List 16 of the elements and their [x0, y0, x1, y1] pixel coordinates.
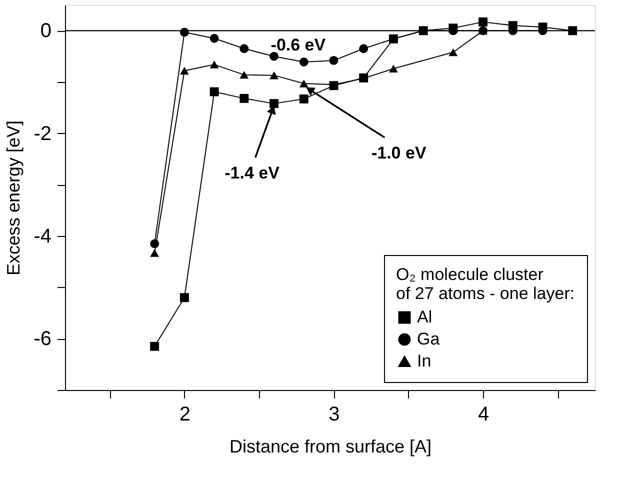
annotation: -0.6 eV	[270, 35, 326, 54]
y-axis-title: Excess energy [eV]	[4, 120, 24, 276]
x-axis-title: Distance from surface [A]	[229, 436, 432, 456]
annotation: -1.4 eV	[224, 164, 280, 183]
x-tick-label: 2	[179, 404, 190, 426]
legend-label: Al	[417, 308, 432, 326]
legend-title: O₂ molecule cluster of 27 atoms - one layer:	[396, 265, 575, 303]
y-tick-label: 0	[40, 20, 52, 42]
annotation: -1.0 eV	[371, 144, 427, 163]
x-tick-label: 4	[478, 404, 490, 426]
y-tick-label: -6	[34, 328, 52, 350]
legend-label: Ga	[417, 330, 440, 348]
legend-label: In	[417, 352, 432, 370]
x-tick-label: 3	[328, 404, 340, 426]
y-tick-label: -2	[34, 122, 52, 145]
y-tick-label: -4	[34, 226, 52, 248]
